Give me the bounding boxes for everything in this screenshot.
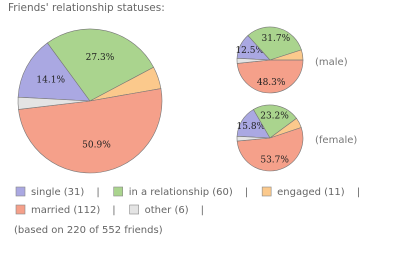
legend-label: engaged (11) [277,187,345,198]
legend-swatch [15,204,26,215]
legend-separator: | [96,187,99,198]
slice-label: 53.7% [260,155,289,165]
slice-label: 50.9% [82,141,111,151]
legend-separator: | [357,187,360,198]
pie-slice [247,26,302,61]
title: Friends' relationship statuses: [8,2,165,14]
slice-label: 23.2% [260,112,289,122]
pie-label: (male) [315,57,348,68]
slice-label: 27.3% [86,53,115,63]
pie-slice [253,104,297,139]
legend-label: single (31) [31,187,84,198]
pie-slice [236,127,304,172]
legend-swatch [15,186,26,197]
pie-slice [18,88,163,174]
pie-slice [17,42,91,102]
pie-label: (female) [315,135,357,146]
legend-label: married (112) [31,205,100,216]
legend-label: in a relationship (60) [129,187,233,198]
slice-label: 31.7% [262,34,291,44]
pie-slice [236,57,271,64]
slice-label: 48.3% [257,78,286,88]
legend-swatch [261,186,272,197]
slice-label: 15.8% [237,122,266,132]
legend-separator: | [112,205,115,216]
pie-slice [236,135,271,142]
pie-slice [236,59,304,94]
slice-label: 12.5% [235,46,264,56]
pie-slice [47,28,155,102]
pie-slice [17,96,91,110]
legend-separator: | [201,205,204,216]
slice-label: 14.1% [36,75,65,85]
legend-separator: | [245,187,248,198]
legend-label: other (6) [145,205,189,216]
footnote: (based on 220 of 552 friends) [14,225,163,236]
legend-swatch [129,204,139,215]
legend-swatch [113,186,123,197]
